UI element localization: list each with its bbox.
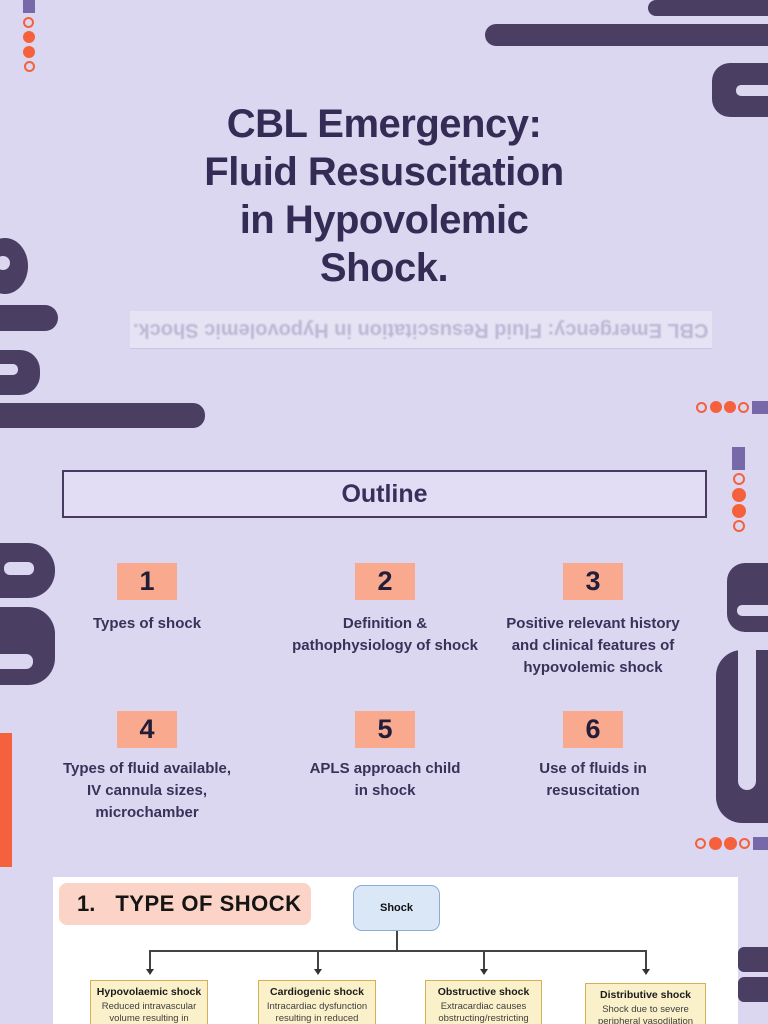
arrow-down-icon <box>314 969 322 975</box>
outline-item-number: 2 <box>355 563 415 600</box>
branch-box-obstructive: Obstructive shock Extracardiac causes ob… <box>425 980 542 1024</box>
dot-outline-decoration <box>733 473 745 485</box>
outline-item-2: 2 Definition & pathophysiology of shock <box>275 563 495 657</box>
dot-decoration <box>732 504 746 518</box>
dot-decoration <box>724 401 736 413</box>
outline-item-label: APLS approach child in shock <box>309 760 461 799</box>
square-decoration <box>23 0 35 13</box>
outline-item-label: Use of fluids in resuscitation <box>539 760 647 799</box>
blob-slot-decoration <box>736 85 768 96</box>
blob-decoration <box>0 607 55 685</box>
branch-box-cardiogenic: Cardiogenic shock Intracardiac dysfuncti… <box>258 980 376 1024</box>
dot-decoration <box>23 46 35 58</box>
branch-description: Shock due to severe peripheral vasodilat… <box>597 1003 694 1024</box>
shock-root-node: Shock <box>353 885 440 931</box>
connector-line <box>317 950 319 969</box>
square-decoration <box>752 401 768 414</box>
chart-heading-number: 1. <box>77 891 96 916</box>
outline-item-1: 1 Types of shock <box>37 563 257 635</box>
blob-slot-decoration <box>0 364 18 375</box>
outline-heading-box: Outline <box>62 470 707 518</box>
branch-title: Cardiogenic shock <box>270 986 364 998</box>
orange-bar-decoration <box>0 733 12 867</box>
dot-outline-decoration <box>696 402 707 413</box>
dot-outline-decoration <box>733 520 745 532</box>
outline-item-label: Positive relevant history and clinical f… <box>506 615 680 676</box>
outline-item-3: 3 Positive relevant history and clinical… <box>483 563 703 678</box>
outline-item-number: 4 <box>117 711 177 748</box>
swirl-hole-decoration <box>0 256 10 270</box>
dot-outline-decoration <box>739 838 750 849</box>
dot-decoration <box>709 837 722 850</box>
slide-title: CBL Emergency: Fluid Resuscitation in Hy… <box>134 100 634 292</box>
type-of-shock-panel: 1. TYPE OF SHOCK Shock Hypovolaemic shoc… <box>53 877 738 1024</box>
branch-description: Intracardiac dysfunction resulting in re… <box>266 1000 368 1024</box>
outline-item-number: 1 <box>117 563 177 600</box>
square-decoration <box>732 447 745 470</box>
dot-outline-decoration <box>24 61 35 72</box>
blob-slot-decoration <box>737 605 768 616</box>
outline-item-number: 5 <box>355 711 415 748</box>
arrow-down-icon <box>642 969 650 975</box>
connector-line <box>396 931 398 950</box>
connector-line <box>149 950 646 952</box>
chart-heading: 1. TYPE OF SHOCK <box>59 883 311 925</box>
outline-item-label: Types of fluid available, IV cannula siz… <box>62 760 232 821</box>
ghost-subtitle-bar: CBL Emergency: Fluid Resuscitation in Hy… <box>130 311 712 349</box>
branch-box-distributive: Distributive shock Shock due to severe p… <box>585 983 706 1024</box>
branch-title: Obstructive shock <box>437 986 530 998</box>
arrow-down-icon <box>480 969 488 975</box>
pill-bar-decoration <box>648 0 768 16</box>
outline-item-6: 6 Use of fluids in resuscitation <box>483 711 703 802</box>
pill-bar-decoration <box>0 403 205 428</box>
dot-decoration <box>732 488 746 502</box>
branch-title: Hypovolaemic shock <box>96 986 202 998</box>
dot-decoration <box>710 401 722 413</box>
u-slot-decoration <box>738 645 756 790</box>
chart-heading-text: TYPE OF SHOCK <box>115 891 302 916</box>
square-decoration <box>753 837 768 850</box>
outline-item-label: Definition & pathophysiology of shock <box>292 615 478 654</box>
blob-slot-decoration <box>4 562 34 575</box>
branch-description: Extracardiac causes obstructing/restrict… <box>438 1000 529 1024</box>
dot-outline-decoration <box>695 838 706 849</box>
connector-line <box>483 950 485 969</box>
outline-heading: Outline <box>341 479 428 508</box>
outline-item-number: 6 <box>563 711 623 748</box>
blob-slot-decoration <box>0 654 33 669</box>
dot-outline-decoration <box>738 402 749 413</box>
connector-line <box>645 950 647 969</box>
dot-decoration <box>23 31 35 43</box>
bar-decoration <box>738 977 768 1002</box>
pill-bar-decoration <box>0 305 58 331</box>
shock-root-label: Shock <box>379 902 413 914</box>
outline-item-number: 3 <box>563 563 623 600</box>
outline-item-4: 4 Types of fluid available, IV cannula s… <box>37 711 257 823</box>
outline-item-label: Types of shock <box>92 615 202 632</box>
branch-title: Distributive shock <box>599 989 692 1001</box>
connector-line <box>149 950 151 969</box>
pill-bar-decoration <box>485 24 768 46</box>
blob-decoration <box>727 563 768 632</box>
slide-title-line: Fluid Resuscitation <box>204 150 564 194</box>
dot-outline-decoration <box>23 17 34 28</box>
arrow-down-icon <box>146 969 154 975</box>
ghost-subtitle-text: CBL Emergency: Fluid Resuscitation in Hy… <box>133 319 709 341</box>
branch-box-hypovolaemic: Hypovolaemic shock Reduced intravascular… <box>90 980 208 1024</box>
outline-item-5: 5 APLS approach child in shock <box>275 711 495 802</box>
slide-title-line: in Hypovolemic <box>239 198 529 242</box>
bar-decoration <box>738 947 768 972</box>
slide-title-line: CBL Emergency: <box>226 102 542 146</box>
slide-title-line: Shock. <box>319 246 449 290</box>
dot-decoration <box>724 837 737 850</box>
branch-description: Reduced intravascular volume resulting i… <box>101 1000 197 1024</box>
